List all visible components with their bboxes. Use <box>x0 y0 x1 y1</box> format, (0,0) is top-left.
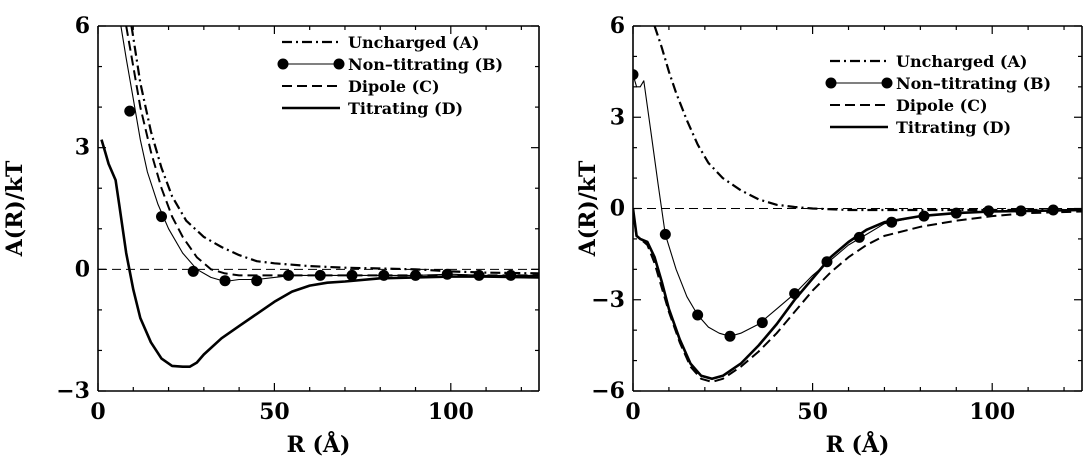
legend-marker <box>881 77 893 89</box>
x-axis-label: R (Å) <box>826 431 890 458</box>
series-line-4 <box>100 139 539 369</box>
y-tick-label: −3 <box>56 378 90 404</box>
x-tick-label: 50 <box>797 399 828 425</box>
series-marker <box>219 275 231 287</box>
series-line-1 <box>653 26 1082 212</box>
legend: Uncharged (A) Non–titrating (B) Dipole (C)… <box>277 33 503 118</box>
series-marker <box>314 269 326 281</box>
legend-label: Dipole (C) <box>896 96 988 115</box>
series-marker <box>283 269 295 281</box>
legend-marker <box>277 58 289 70</box>
series-marker <box>346 269 358 281</box>
plot-area <box>633 26 1082 383</box>
series-marker <box>853 231 865 243</box>
series-line-4 <box>633 208 1082 381</box>
y-tick-label: −6 <box>591 378 625 404</box>
y-tick-label: 3 <box>610 104 625 130</box>
series-marker <box>124 105 136 117</box>
series-marker <box>187 265 199 277</box>
series-line-3 <box>633 210 1082 383</box>
series-marker <box>659 228 671 240</box>
series-marker <box>251 275 263 287</box>
y-tick-label: 0 <box>610 196 625 222</box>
x-tick-label: 100 <box>969 399 1015 425</box>
plot-area <box>100 26 539 369</box>
y-axis-label: A(R)/kT <box>575 160 601 257</box>
x-tick-label: 0 <box>625 399 640 425</box>
y-tick-label: 6 <box>75 13 90 39</box>
legend-label: Non–titrating (B) <box>348 55 503 74</box>
chart-panel-right: −6 −3 0 3 6 0 50 100 R (Å) A(R)/kT Uncharged (A) No… <box>575 13 1083 458</box>
series-marker <box>156 211 168 223</box>
legend-label: Titrating (D) <box>348 99 463 118</box>
legend-label: Dipole (C) <box>348 77 440 96</box>
legend-marker <box>333 58 345 70</box>
legend-label: Uncharged (A) <box>896 52 1027 71</box>
legend-label: Non–titrating (B) <box>896 74 1051 93</box>
y-axis-label: A(R)/kT <box>2 160 28 257</box>
y-tick-label: 0 <box>75 256 90 282</box>
series-line-2 <box>633 74 1082 337</box>
series-marker <box>724 330 736 342</box>
legend-label: Titrating (D) <box>896 118 1011 137</box>
legend-label: Uncharged (A) <box>348 33 479 52</box>
series-marker <box>692 309 704 321</box>
x-tick-label: 50 <box>259 399 290 425</box>
legend-marker <box>825 77 837 89</box>
series-marker <box>633 69 639 81</box>
x-axis-label: R (Å) <box>287 431 351 458</box>
y-tick-label: 6 <box>610 13 625 39</box>
y-tick-label: 3 <box>75 135 90 161</box>
x-tick-label: 0 <box>90 399 105 425</box>
series-marker <box>756 317 768 329</box>
x-tick-label: 100 <box>428 399 474 425</box>
y-tick-label: −3 <box>591 287 625 313</box>
legend: Uncharged (A) Non–titrating (B) Dipole (C)… <box>825 52 1051 137</box>
